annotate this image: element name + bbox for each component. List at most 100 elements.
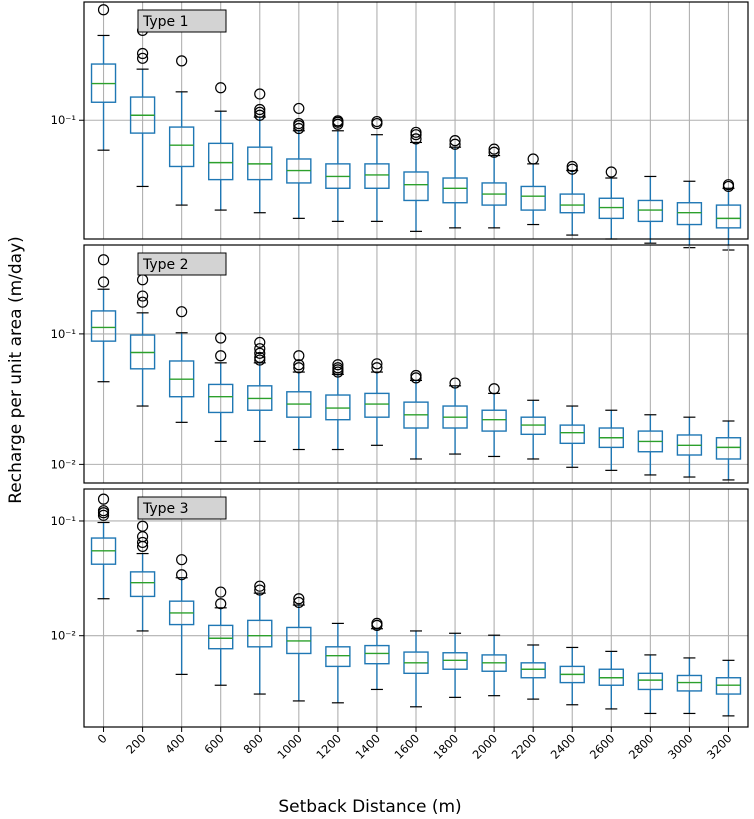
box-2200 bbox=[520, 399, 546, 460]
box-2000 bbox=[481, 383, 507, 458]
iqr-box bbox=[208, 142, 234, 181]
panel-1: 10⁻¹ Type 1 bbox=[51, 1, 749, 251]
box-800 bbox=[247, 336, 273, 443]
outlier-marker bbox=[97, 493, 110, 505]
x-tick-label: 2600 bbox=[587, 731, 618, 762]
iqr-box bbox=[129, 571, 156, 598]
outlier-marker bbox=[332, 362, 344, 374]
box-1200 bbox=[325, 359, 351, 451]
outlier-marker bbox=[254, 584, 266, 596]
iqr-box bbox=[442, 177, 468, 204]
iqr-box bbox=[325, 394, 351, 421]
x-tick-label: 0 bbox=[95, 731, 110, 746]
outlier-marker bbox=[293, 359, 305, 371]
box-1400 bbox=[364, 115, 390, 222]
box-2200 bbox=[520, 644, 546, 700]
outlier-marker bbox=[97, 4, 110, 16]
panel-label: Type 2 bbox=[142, 257, 189, 273]
box-1000 bbox=[286, 350, 312, 451]
x-tick-label: 3200 bbox=[704, 731, 735, 762]
x-tick-label: 1800 bbox=[431, 731, 462, 762]
outlier-marker bbox=[176, 569, 188, 581]
x-tick-label: 1200 bbox=[313, 731, 344, 762]
iqr-box bbox=[715, 437, 742, 460]
box-400 bbox=[168, 55, 195, 206]
outlier-marker bbox=[254, 343, 266, 355]
outlier-marker bbox=[293, 122, 305, 135]
box-1600 bbox=[403, 630, 429, 708]
y-tick-label: 10⁻¹ bbox=[51, 327, 76, 341]
x-tick-label: 2000 bbox=[470, 731, 501, 762]
y-tick-label: 10⁻¹ bbox=[51, 113, 76, 127]
box-1800 bbox=[442, 135, 468, 229]
outlier-marker bbox=[215, 598, 227, 610]
outlier-marker bbox=[293, 596, 305, 609]
outlier-marker bbox=[410, 133, 422, 145]
outlier-marker bbox=[254, 106, 266, 118]
outlier-marker bbox=[136, 47, 149, 60]
iqr-box bbox=[481, 409, 507, 432]
outlier-marker bbox=[449, 138, 461, 150]
box-2600 bbox=[598, 650, 624, 710]
outlier-marker bbox=[371, 115, 383, 128]
outlier-marker bbox=[254, 336, 266, 349]
outlier-marker bbox=[293, 102, 305, 115]
box-400 bbox=[168, 554, 195, 675]
outlier-marker bbox=[254, 109, 266, 121]
x-tick-label: 2200 bbox=[509, 731, 540, 762]
box-600 bbox=[208, 586, 234, 686]
outlier-marker bbox=[254, 580, 266, 592]
iqr-box bbox=[715, 204, 742, 229]
outlier-marker bbox=[176, 55, 188, 67]
box-2800 bbox=[637, 414, 664, 476]
y-tick-label: 10⁻¹ bbox=[51, 514, 76, 528]
box-1000 bbox=[286, 593, 312, 702]
box-3000 bbox=[676, 416, 703, 478]
y-tick-label: 10⁻² bbox=[51, 629, 76, 643]
box-200 bbox=[129, 520, 156, 632]
box-2400 bbox=[559, 646, 585, 706]
iqr-box bbox=[598, 197, 624, 220]
outlier-marker bbox=[97, 254, 110, 266]
outlier-marker bbox=[488, 143, 500, 155]
box-2200 bbox=[520, 153, 546, 226]
box-3200 bbox=[715, 659, 742, 717]
outlier-marker bbox=[293, 117, 305, 130]
outlier-marker bbox=[215, 82, 227, 94]
box-400 bbox=[168, 306, 195, 423]
outlier-marker bbox=[136, 290, 149, 302]
box-2000 bbox=[481, 143, 507, 229]
outlier-marker bbox=[254, 347, 266, 359]
iqr-box bbox=[364, 163, 390, 189]
outlier-marker bbox=[136, 52, 149, 64]
box-800 bbox=[247, 580, 273, 695]
outlier-marker bbox=[566, 160, 578, 173]
outlier-marker bbox=[332, 115, 344, 127]
box-1000 bbox=[286, 102, 312, 219]
x-tick-label: 3000 bbox=[665, 731, 696, 762]
box-1200 bbox=[325, 115, 351, 222]
outlier-marker bbox=[136, 536, 149, 549]
outlier-marker bbox=[215, 586, 227, 598]
box-2800 bbox=[637, 175, 664, 244]
outlier-marker bbox=[176, 306, 188, 318]
box-600 bbox=[208, 332, 234, 443]
box-2400 bbox=[559, 160, 585, 236]
box-2400 bbox=[559, 405, 585, 468]
x-tick-label: 2800 bbox=[626, 731, 657, 762]
outlier-marker bbox=[371, 617, 383, 629]
iqr-box bbox=[168, 126, 195, 168]
outlier-marker bbox=[371, 358, 383, 370]
x-axis-title: Setback Distance (m) bbox=[278, 797, 461, 817]
outlier-marker bbox=[722, 179, 735, 191]
panel-2: 10⁻¹ 10⁻² Type 2 bbox=[51, 244, 749, 484]
iqr-box bbox=[364, 644, 390, 665]
iqr-box bbox=[520, 185, 546, 211]
outlier-marker bbox=[215, 350, 227, 362]
x-tick-label: 1400 bbox=[352, 731, 383, 762]
box-2800 bbox=[637, 654, 664, 715]
outlier-marker bbox=[254, 88, 266, 100]
panel-label: Type 1 bbox=[142, 14, 189, 30]
box-1600 bbox=[403, 369, 429, 460]
iqr-box bbox=[676, 202, 703, 226]
